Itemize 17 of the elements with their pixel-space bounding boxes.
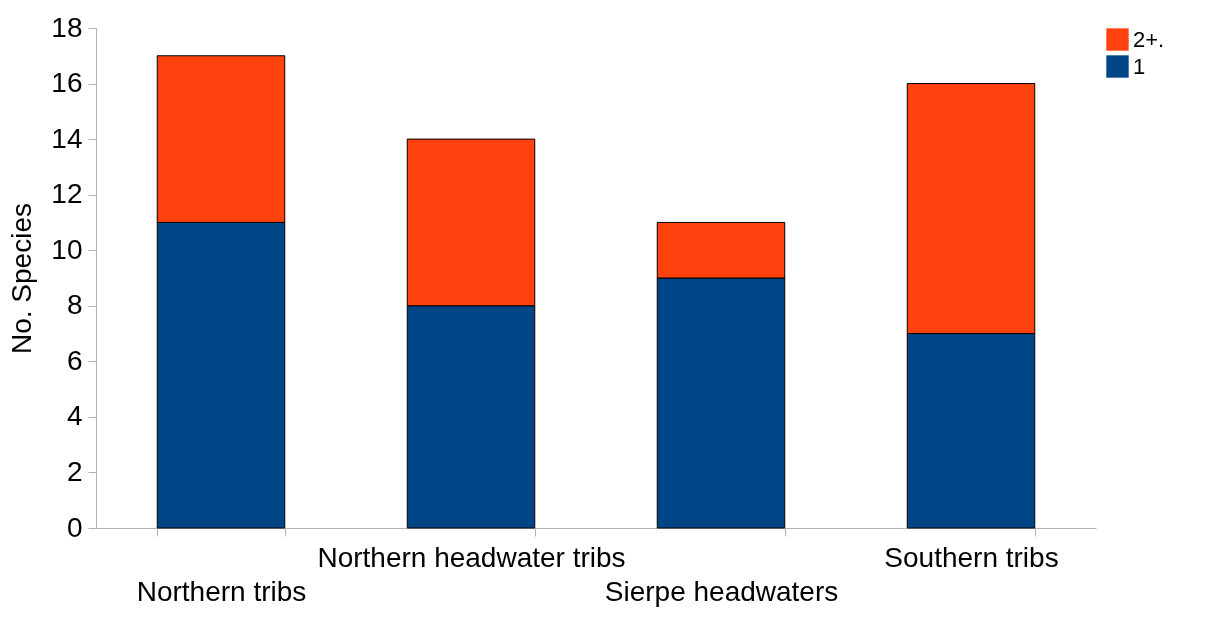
y-tick-label: 12 (51, 178, 83, 210)
y-tick-label: 0 (66, 511, 83, 543)
y-tick-label: 4 (66, 400, 83, 432)
legend-label: 2+. (1133, 26, 1165, 52)
y-tick-label: 8 (66, 289, 83, 321)
x-tick-label: Sierpe headwaters (604, 575, 839, 607)
y-tick-label: 14 (51, 122, 83, 154)
y-tick-label: 10 (51, 233, 83, 265)
y-tick-label: 6 (66, 344, 83, 376)
y-tick-label: 18 (51, 11, 83, 43)
legend-label: 1 (1133, 53, 1146, 79)
y-tick-label: 16 (51, 67, 83, 99)
x-tick-label: Northern headwater tribs (317, 541, 626, 573)
y-axis-title: No. Species (6, 203, 38, 354)
y-tick-label: 2 (66, 455, 83, 487)
x-tick-label: Northern tribs (136, 575, 307, 607)
x-tick-label: Southern tribs (884, 541, 1059, 573)
